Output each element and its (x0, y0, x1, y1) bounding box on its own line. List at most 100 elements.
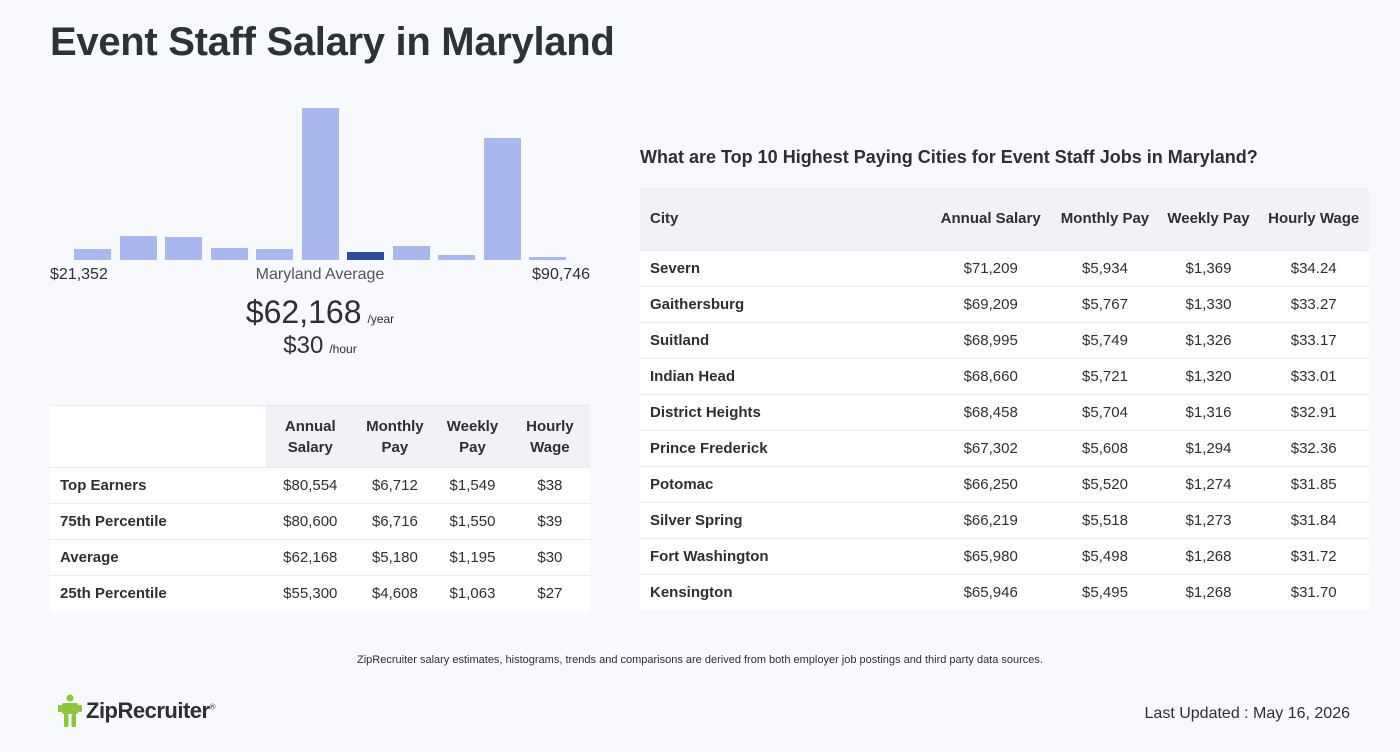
page-title: Event Staff Salary in Maryland (50, 20, 615, 64)
city-pay-cell: $5,518 (1051, 501, 1159, 538)
city-pay-cell: $5,520 (1051, 465, 1159, 502)
city-pay-cell: $66,219 (930, 501, 1052, 538)
header-monthly-pay: Monthly Pay (1051, 188, 1159, 250)
histogram-bar (392, 246, 430, 260)
percentile-row: 75th Percentile $80,600 $6,716 $1,550 $39 (50, 503, 590, 540)
percentile-row: 25th Percentile $55,300 $4,608 $1,063 $27 (50, 575, 590, 612)
city-name: Prince Frederick (640, 429, 930, 466)
city-row: Severn $71,209 $5,934 $1,369 $34.24 (640, 249, 1369, 286)
city-pay-cell: $31.72 (1258, 537, 1369, 574)
header-hourly-wage: Hourly Wage (1258, 188, 1369, 250)
city-pay-cell: $1,330 (1158, 285, 1259, 322)
percentile-row: Top Earners $80,554 $6,712 $1,549 $38 (50, 467, 590, 504)
percentile-cell: $5,180 (354, 539, 436, 576)
city-pay-cell: $5,498 (1051, 537, 1159, 574)
percentile-cell: $4,608 (354, 575, 436, 612)
histogram-bar (438, 255, 475, 260)
city-pay-cell: $5,767 (1051, 285, 1159, 322)
city-name: Kensington (640, 573, 930, 610)
city-name: Fort Washington (640, 537, 930, 574)
ziprecruiter-person-icon (58, 694, 82, 728)
city-pay-cell: $1,320 (1158, 357, 1259, 394)
city-name: Potomac (640, 465, 930, 502)
city-pay-cell: $5,721 (1051, 357, 1159, 394)
histogram-max-label: $90,746 (532, 266, 590, 283)
hourly-amount: $30 (283, 332, 324, 359)
last-updated: Last Updated : May 16, 2026 (1144, 705, 1350, 722)
city-pay-cell: $1,274 (1158, 465, 1259, 502)
city-pay-cell: $1,268 (1158, 573, 1259, 610)
histogram-bar (165, 237, 202, 260)
city-pay-cell: $32.91 (1258, 393, 1369, 430)
blank-header-cell (50, 405, 266, 468)
histogram-bar (256, 249, 293, 260)
histogram-average-label: Maryland Average (255, 266, 385, 283)
histogram-bar-average (347, 252, 384, 260)
histogram-min-label: $21,352 (50, 266, 108, 283)
ziprecruiter-logo[interactable]: ZipRecruiter® (58, 694, 216, 728)
city-pay-cell: $5,704 (1051, 393, 1159, 430)
percentile-cell: $30 (509, 539, 590, 576)
percentile-row-label: Average (50, 539, 266, 576)
histogram-bar (483, 138, 521, 260)
city-pay-cell: $68,660 (930, 357, 1052, 394)
city-name: Indian Head (640, 357, 930, 394)
percentile-table-header: Annual Salary Monthly Pay Weekly Pay Hou… (50, 405, 590, 468)
percentile-cell: $1,195 (435, 539, 510, 576)
percentile-cell: $38 (509, 467, 590, 504)
registered-mark: ® (209, 702, 216, 712)
logo-wordmark: ZipRecruiter (86, 698, 210, 723)
header-city: City (640, 188, 930, 250)
city-pay-cell: $65,946 (930, 573, 1052, 610)
city-pay-cell: $1,316 (1158, 393, 1259, 430)
city-pay-cell: $66,250 (930, 465, 1052, 502)
percentile-cell: $27 (509, 575, 590, 612)
yearly-amount: $62,168 (245, 294, 362, 330)
histogram-bar (301, 108, 339, 260)
city-name: District Heights (640, 393, 930, 430)
city-pay-cell: $1,273 (1158, 501, 1259, 538)
salary-histogram (50, 100, 590, 260)
city-pay-cell: $31.84 (1258, 501, 1369, 538)
percentile-cell: $6,716 (354, 503, 436, 540)
cities-heading: What are Top 10 Highest Paying Cities fo… (640, 147, 1258, 167)
percentile-cell: $80,600 (266, 503, 355, 540)
histogram-bar (119, 236, 157, 260)
percentile-cell: $39 (509, 503, 590, 540)
city-pay-cell: $1,294 (1158, 429, 1259, 466)
percentile-cell: $55,300 (266, 575, 355, 612)
percentile-cell: $1,063 (435, 575, 510, 612)
city-row: District Heights $68,458 $5,704 $1,316 $32.9… (640, 393, 1369, 430)
hourly-pay: $30/hour (50, 332, 590, 360)
logo-text: ZipRecruiter® (86, 698, 216, 724)
city-pay-cell: $68,458 (930, 393, 1052, 430)
city-pay-cell: $32.36 (1258, 429, 1369, 466)
percentile-cell: $80,554 (266, 467, 355, 504)
histogram-bar (529, 257, 566, 260)
header-hourly-wage: Hourly Wage (509, 405, 590, 468)
city-pay-cell: $34.24 (1258, 249, 1369, 286)
city-pay-cell: $1,326 (1158, 321, 1259, 358)
city-pay-cell: $5,749 (1051, 321, 1159, 358)
header-weekly-pay: Weekly Pay (1158, 188, 1259, 250)
city-pay-cell: $31.70 (1258, 573, 1369, 610)
city-pay-cell: $5,495 (1051, 573, 1159, 610)
city-pay-cell: $65,980 (930, 537, 1052, 574)
city-pay-cell: $67,302 (930, 429, 1052, 466)
city-table-header: City Annual Salary Monthly Pay Weekly Pa… (640, 188, 1369, 250)
hourly-unit: /hour (329, 342, 357, 356)
city-name: Silver Spring (640, 501, 930, 538)
yearly-unit: /year (367, 312, 395, 326)
percentile-table: Annual Salary Monthly Pay Weekly Pay Hou… (50, 405, 590, 612)
header-annual-salary: Annual Salary (930, 188, 1052, 250)
city-pay-cell: $33.27 (1258, 285, 1369, 322)
city-name: Severn (640, 249, 930, 286)
header-weekly-pay: Weekly Pay (435, 405, 510, 468)
city-name: Gaithersburg (640, 285, 930, 322)
city-pay-cell: $31.85 (1258, 465, 1369, 502)
header-annual-salary: Annual Salary (266, 405, 355, 468)
city-row: Suitland $68,995 $5,749 $1,326 $33.17 (640, 321, 1369, 358)
city-pay-cell: $33.17 (1258, 321, 1369, 358)
city-row: Fort Washington $65,980 $5,498 $1,268 $31.72 (640, 537, 1369, 574)
